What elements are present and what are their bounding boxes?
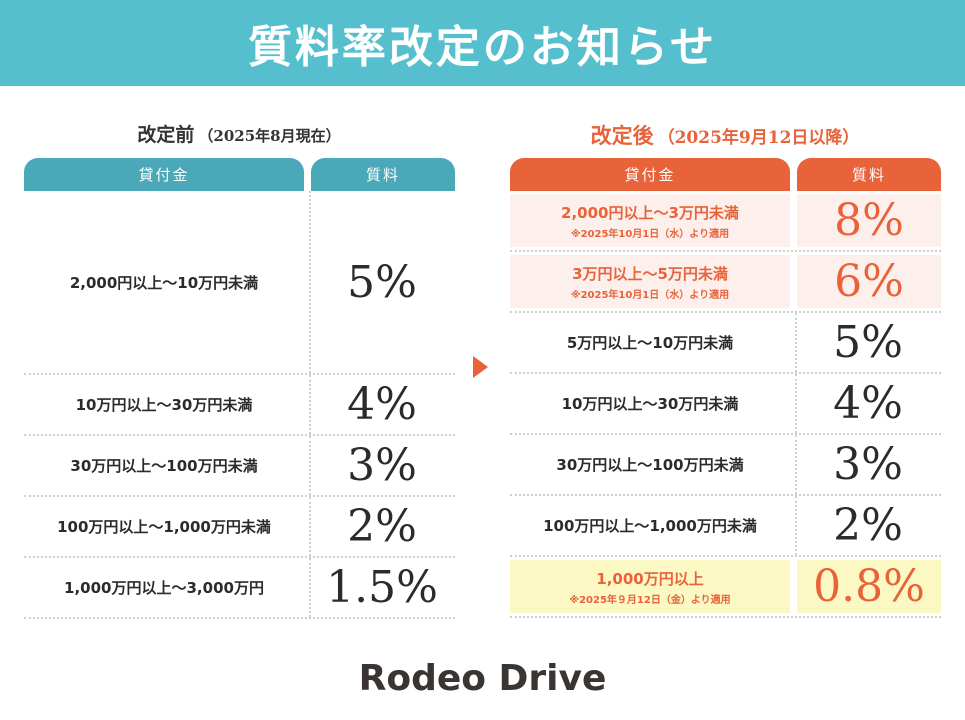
effective-date-note: ※2025年10月1日（水）より適用 <box>570 228 730 240</box>
amount-text: 10万円以上～30万円未満 <box>561 395 739 413</box>
amount-text: 10万円以上～30万円未満 <box>75 396 253 414</box>
after-col-amount: 貸付金 <box>510 158 790 191</box>
fee-cell: 8% <box>797 194 941 247</box>
amount-cell: 100万円以上～1,000万円未満 <box>24 497 304 556</box>
effective-date-note: ※2025年10月1日（水）より適用 <box>570 289 730 301</box>
after-rate-table: 貸付金 質料 2,000円以上～3万円未満 ※2025年10月1日（水）より適用… <box>510 158 941 618</box>
fee-text: 5% <box>347 256 417 308</box>
fee-cell: 6% <box>797 255 941 308</box>
table-row-highlighted: 2,000円以上～3万円未満 ※2025年10月1日（水）より適用 8% <box>510 191 941 252</box>
after-heading: 改定後 （2025年9月12日以降） <box>510 120 940 150</box>
fee-cell: 5% <box>309 191 453 373</box>
amount-cell: 3万円以上～5万円未満 ※2025年10月1日（水）より適用 <box>510 255 790 308</box>
amount-cell: 5万円以上～10万円未満 <box>510 313 790 372</box>
amount-cell: 2,000円以上～10万円未満 <box>24 191 304 373</box>
amount-text: 30万円以上～100万円未満 <box>556 456 744 474</box>
amount-cell: 10万円以上～30万円未満 <box>24 375 304 434</box>
after-heading-date: （2025年9月12日以降） <box>657 128 860 148</box>
amount-text: 1,000万円以上～3,000万円 <box>64 579 264 597</box>
amount-cell: 1,000万円以上～3,000万円 <box>24 558 304 617</box>
table-row: 5万円以上～10万円未満 5% <box>510 313 941 374</box>
after-table-header: 貸付金 質料 <box>510 158 941 191</box>
before-col-amount: 貸付金 <box>24 158 304 191</box>
fee-text: 2% <box>347 501 417 552</box>
table-row: 1,000万円以上～3,000万円 1.5% <box>24 558 455 619</box>
before-heading-date: （2025年8月現在） <box>198 127 341 145</box>
before-table-header: 貸付金 質料 <box>24 158 455 191</box>
amount-text: 100万円以上～1,000万円未満 <box>57 518 271 536</box>
fee-text: 3% <box>833 439 903 490</box>
fee-text: 6% <box>834 256 904 307</box>
fee-cell: 3% <box>795 435 939 494</box>
amount-cell: 100万円以上～1,000万円未満 <box>510 496 790 555</box>
after-col-fee: 質料 <box>797 158 941 191</box>
fee-cell: 4% <box>309 375 453 434</box>
amount-cell: 1,000万円以上 ※2025年９月12日（金）より適用 <box>510 560 790 613</box>
table-row: 10万円以上～30万円未満 4% <box>510 374 941 435</box>
fee-text: 8% <box>834 195 904 246</box>
page-title: 質料率改定のお知らせ <box>247 22 718 73</box>
fee-text: 1.5% <box>326 562 438 613</box>
fee-cell: 0.8% <box>797 560 941 613</box>
fee-cell: 3% <box>309 436 453 495</box>
arrow-right-icon <box>473 356 488 378</box>
before-heading: 改定前 （2025年8月現在） <box>24 120 454 150</box>
before-rate-table: 貸付金 質料 2,000円以上～10万円未満 5% 10万円以上～30万円未満 … <box>24 158 455 619</box>
fee-text: 4% <box>833 378 903 429</box>
before-heading-label: 改定前 <box>137 124 195 146</box>
amount-text: 3万円以上～5万円未満 <box>572 264 728 283</box>
fee-text: 0.8% <box>813 561 925 612</box>
after-heading-label: 改定後 <box>590 123 654 148</box>
table-row: 10万円以上～30万円未満 4% <box>24 375 455 436</box>
amount-text: 2,000円以上～3万円未満 <box>561 203 739 222</box>
fee-cell: 2% <box>309 497 453 556</box>
amount-text: 1,000万円以上 <box>596 569 704 588</box>
fee-text: 5% <box>833 317 903 368</box>
table-row-highlighted: 3万円以上～5万円未満 ※2025年10月1日（水）より適用 6% <box>510 252 941 313</box>
amount-cell: 10万円以上～30万円未満 <box>510 374 790 433</box>
amount-cell: 2,000円以上～3万円未満 ※2025年10月1日（水）より適用 <box>510 194 790 247</box>
table-row-highlighted: 1,000万円以上 ※2025年９月12日（金）より適用 0.8% <box>510 557 941 618</box>
title-banner: 質料率改定のお知らせ <box>0 0 965 86</box>
before-col-fee: 質料 <box>311 158 455 191</box>
table-row: 30万円以上～100万円未満 3% <box>24 436 455 497</box>
brand-logo: Rodeo Drive <box>358 658 607 699</box>
fee-text: 3% <box>347 440 417 491</box>
fee-text: 2% <box>833 500 903 551</box>
table-row: 100万円以上～1,000万円未満 2% <box>510 496 941 557</box>
fee-cell: 1.5% <box>309 558 453 617</box>
effective-date-note: ※2025年９月12日（金）より適用 <box>569 594 731 606</box>
fee-cell: 2% <box>795 496 939 555</box>
table-row: 2,000円以上～10万円未満 5% <box>24 191 455 375</box>
amount-text: 5万円以上～10万円未満 <box>566 334 734 352</box>
table-row: 30万円以上～100万円未満 3% <box>510 435 941 496</box>
amount-cell: 30万円以上～100万円未満 <box>24 436 304 495</box>
amount-text: 30万円以上～100万円未満 <box>70 457 258 475</box>
amount-text: 100万円以上～1,000万円未満 <box>543 517 757 535</box>
fee-cell: 5% <box>795 313 939 372</box>
fee-text: 4% <box>347 379 417 430</box>
amount-text: 2,000円以上～10万円未満 <box>69 273 259 292</box>
table-row: 100万円以上～1,000万円未満 2% <box>24 497 455 558</box>
fee-cell: 4% <box>795 374 939 433</box>
amount-cell: 30万円以上～100万円未満 <box>510 435 790 494</box>
